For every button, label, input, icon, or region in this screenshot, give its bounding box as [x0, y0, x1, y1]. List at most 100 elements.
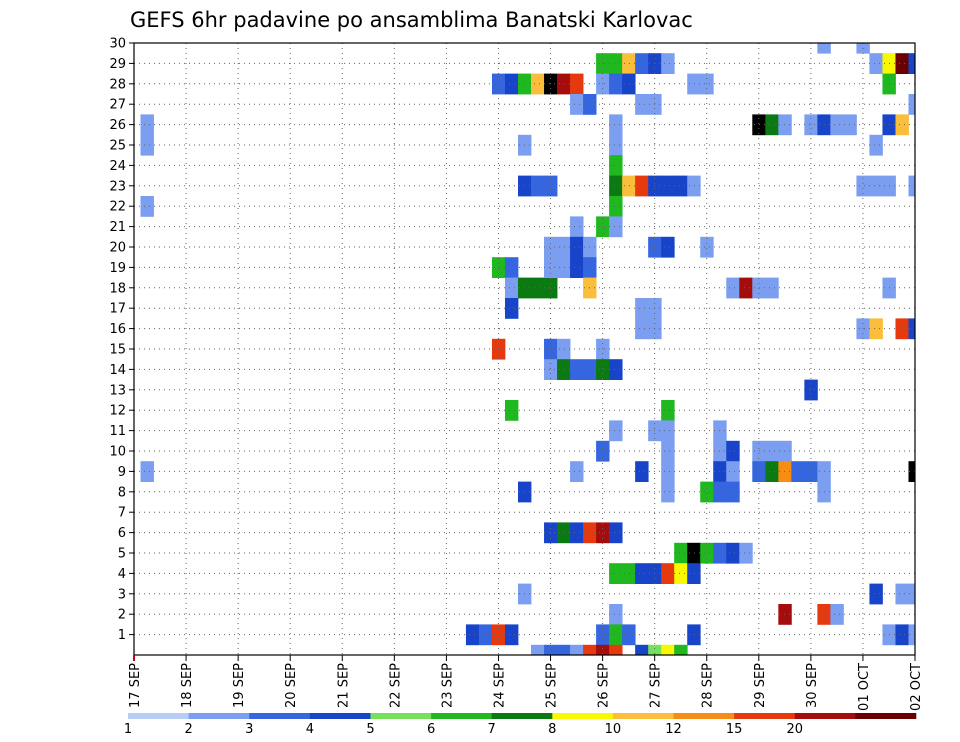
y-tick-label-8: 8	[118, 485, 126, 500]
colorbar-segment-9	[673, 713, 735, 719]
heatmap-cell-103	[648, 644, 662, 656]
heatmap-cell-187	[908, 583, 916, 605]
heatmap-cell-87	[635, 53, 649, 74]
heatmap-cell-149	[778, 461, 792, 482]
heatmap-cell-45	[570, 236, 584, 258]
heatmap-cell-24	[531, 175, 545, 197]
heatmap-cell-124	[700, 236, 714, 258]
heatmap-cell-180	[895, 583, 909, 605]
heatmap-cell-40	[557, 522, 571, 544]
y-tick-label-4: 4	[118, 567, 126, 582]
y-tick-label-15: 15	[109, 343, 126, 358]
heatmap-cell-116	[674, 563, 688, 584]
heatmap-cell-94	[635, 644, 649, 656]
heatmap-cell-143	[765, 114, 779, 136]
colorbar-label-9: 12	[665, 722, 682, 737]
heatmap-cell-46	[570, 257, 584, 278]
chart-title: GEFS 6hr padavine po ansamblima Banatski…	[130, 8, 693, 32]
y-tick-label-30: 30	[109, 37, 126, 52]
colorbar-label-4: 5	[366, 722, 374, 737]
heatmap-cell-148	[778, 440, 792, 462]
heatmap-cell-1	[140, 134, 154, 156]
heatmap-cell-22	[531, 73, 545, 95]
heatmap-cell-86	[622, 624, 636, 646]
heatmap-cell-49	[570, 522, 584, 544]
x-tick-label-8: 25 SEP	[545, 663, 560, 708]
colorbar-label-6: 7	[488, 722, 496, 737]
heatmap-cell-13	[504, 298, 519, 319]
y-tick-label-17: 17	[109, 302, 126, 317]
heatmap-cell-168	[869, 175, 883, 197]
heatmap-cell-155	[817, 43, 831, 54]
heatmap-cell-121	[687, 563, 701, 584]
heatmap-cell-37	[557, 257, 571, 278]
heatmap-cell-107	[661, 400, 675, 421]
y-tick-label-18: 18	[109, 281, 126, 296]
colorbar-segment-0	[128, 713, 189, 719]
heatmap-cell-169	[869, 318, 883, 340]
heatmap-cell-72	[609, 175, 623, 197]
heatmap-cell-179	[895, 318, 909, 340]
heatmap-cell-177	[895, 53, 909, 74]
heatmap-cell-152	[804, 114, 818, 136]
heatmap-cells	[140, 43, 916, 656]
y-tick-label-14: 14	[109, 363, 126, 378]
heatmap-cell-170	[869, 583, 883, 605]
colorbar-segment-2	[249, 713, 311, 719]
heatmap-cell-166	[869, 53, 883, 74]
heatmap-cell-71	[609, 155, 623, 176]
heatmap-cell-78	[609, 563, 623, 584]
heatmap-cell-186	[908, 461, 916, 482]
heatmap-cell-63	[596, 440, 610, 462]
x-tick-label-11: 28 SEP	[701, 663, 716, 708]
heatmap-cell-112	[661, 563, 675, 584]
colorbar-label-1: 2	[184, 722, 192, 737]
y-tick-label-2: 2	[118, 608, 126, 623]
heatmap-cell-106	[661, 236, 675, 258]
heatmap-cell-154	[804, 461, 818, 482]
heatmap-cell-34	[544, 644, 558, 656]
heatmap-cell-117	[674, 644, 688, 656]
y-tick-label-16: 16	[109, 322, 126, 337]
heatmap-cell-150	[778, 604, 792, 625]
heatmap-cell-36	[557, 236, 571, 258]
heatmap-cell-50	[570, 644, 584, 656]
heatmap-cell-111	[661, 481, 675, 503]
colorbar-label-10: 15	[726, 722, 743, 737]
heatmap-cell-2	[140, 196, 154, 217]
heatmap-cell-3	[140, 461, 154, 482]
y-tick-label-12: 12	[109, 404, 126, 419]
heatmap-cell-89	[635, 175, 649, 197]
heatmap-cell-48	[570, 461, 584, 482]
heatmap-cell-10	[504, 73, 519, 95]
heatmap-cell-73	[609, 196, 623, 217]
heatmap-cell-184	[908, 175, 916, 197]
x-tick-label-13: 30 SEP	[805, 663, 820, 708]
heatmap-cell-81	[609, 644, 623, 656]
heatmap-cell-42	[570, 73, 584, 95]
y-tick-label-3: 3	[118, 587, 126, 602]
heatmap-cell-110	[661, 461, 675, 482]
heatmap-cell-76	[609, 420, 623, 442]
x-tick-label-9: 26 SEP	[597, 663, 612, 708]
heatmap-cell-185	[908, 318, 916, 340]
heatmap-cell-11	[504, 257, 519, 278]
heatmap-cell-144	[765, 277, 779, 299]
heatmap-cell-109	[661, 440, 675, 462]
heatmap-cell-162	[843, 114, 857, 136]
heatmap-cell-5	[478, 624, 493, 646]
heatmap-cell-25	[531, 644, 545, 656]
heatmap-cell-119	[687, 175, 701, 197]
y-tick-label-5: 5	[118, 547, 126, 562]
heatmap-cell-67	[609, 53, 623, 74]
heatmap-cell-105	[661, 175, 675, 197]
colorbar-segment-7	[552, 713, 614, 719]
heatmap-cell-77	[609, 522, 623, 544]
heatmap-cell-31	[544, 338, 558, 360]
heatmap-cell-91	[635, 318, 649, 340]
y-tick-label-20: 20	[109, 241, 126, 256]
y-tick-label-22: 22	[109, 200, 126, 215]
heatmap-cell-125	[700, 481, 714, 503]
colorbar-label-8: 10	[605, 722, 622, 737]
